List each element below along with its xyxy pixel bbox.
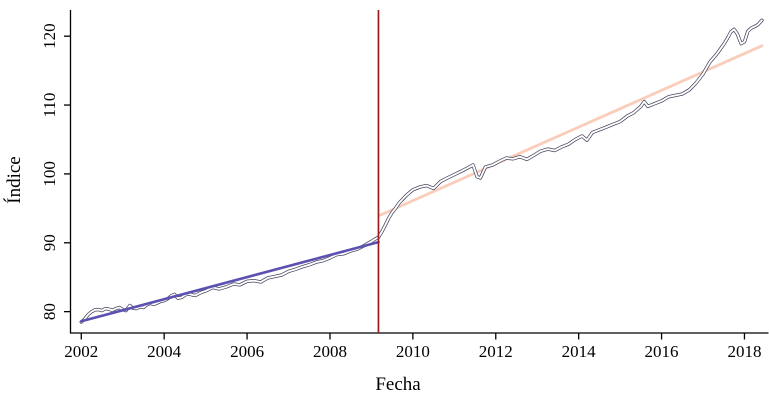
y-tick-label: 110 <box>40 93 59 118</box>
y-tick-label: 120 <box>40 23 59 49</box>
x-tick-label: 2006 <box>230 342 264 361</box>
indice-line-core <box>80 19 763 323</box>
y-tick-label: 100 <box>40 161 59 187</box>
x-tick-label: 2012 <box>479 342 513 361</box>
x-tick-label: 2008 <box>313 342 347 361</box>
y-tick-label: 80 <box>40 303 59 320</box>
x-tick-label: 2004 <box>147 342 182 361</box>
x-tick-label: 2002 <box>64 342 98 361</box>
post-break-trend-line <box>378 44 764 217</box>
y-tick-label: 90 <box>40 234 59 251</box>
x-tick-label: 2014 <box>562 342 597 361</box>
x-axis-title: Fecha <box>375 374 421 395</box>
indice-line-outline <box>79 18 764 324</box>
axis-lines <box>69 10 769 334</box>
x-tick-label: 2016 <box>645 342 679 361</box>
pre-break-trend-line <box>80 240 380 323</box>
x-tick-label: 2010 <box>396 342 430 361</box>
x-tick-label: 2018 <box>727 342 761 361</box>
y-axis-title: Índice <box>3 156 25 203</box>
